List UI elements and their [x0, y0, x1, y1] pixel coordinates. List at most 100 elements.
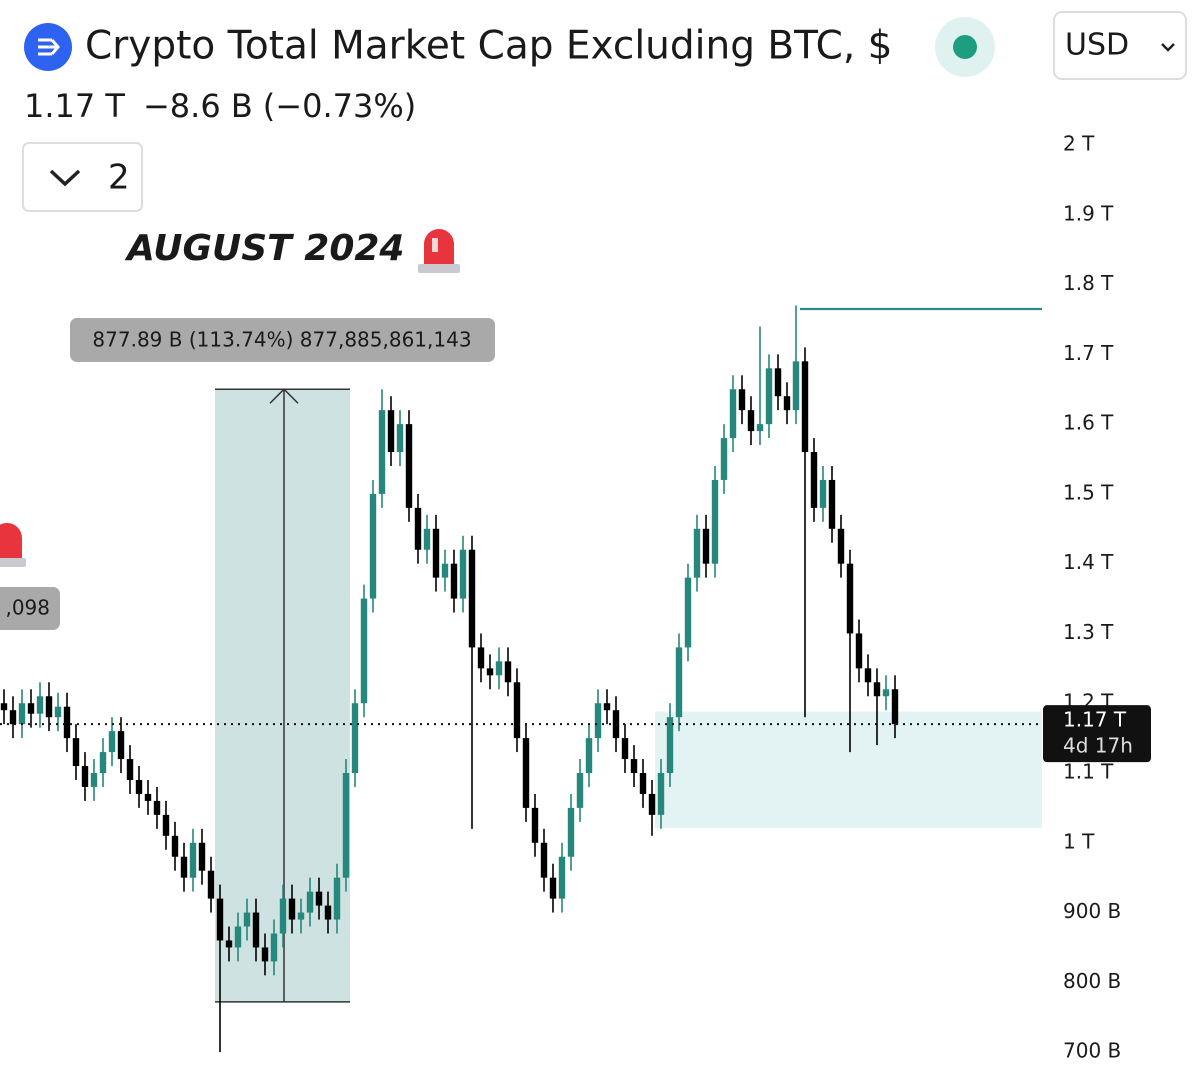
candle-body	[90, 773, 98, 787]
candle-body	[693, 528, 701, 578]
candle-body	[252, 912, 260, 948]
candle-body	[45, 696, 53, 718]
candle-body	[522, 738, 530, 808]
chevron	[49, 169, 81, 187]
candle-body	[432, 528, 440, 578]
candle-body	[396, 424, 404, 453]
candle-body	[819, 479, 827, 508]
plot-area: 877.89 B (113.74%) 877,885,861,143 ,098	[0, 305, 1042, 1053]
y-tick-label: 1.3 T	[1063, 620, 1114, 644]
candle-body	[468, 549, 476, 648]
indicator-count: 2	[108, 158, 130, 198]
candle-body	[261, 947, 269, 962]
collapse-button[interactable]	[22, 142, 143, 212]
candle-body	[675, 647, 683, 718]
candle-body	[288, 898, 296, 920]
candle-body	[342, 773, 350, 878]
candle-body	[243, 912, 251, 927]
candle-body	[36, 696, 44, 714]
candle-body	[414, 507, 422, 550]
candle-body	[558, 856, 566, 899]
candle-body	[234, 926, 242, 948]
candle-body	[198, 842, 206, 871]
measure-label: 877.89 B (113.74%) 877,885,861,143	[92, 328, 471, 352]
candle-body	[828, 479, 836, 529]
candle-body	[153, 800, 161, 815]
y-tick-label: 700 B	[1063, 1039, 1121, 1063]
siren-icon	[0, 523, 26, 567]
price-axis: 2 T 1.9 T 1.8 T 1.7 T 1.6 T 1.5 T 1.4 T 1.3 T 1.…	[1042, 132, 1151, 1063]
y-tick-label: 1 T	[1063, 829, 1095, 853]
siren-icon	[418, 229, 460, 273]
candle-body	[189, 842, 197, 878]
partial-label: ,098	[5, 596, 50, 620]
candle-body	[486, 668, 494, 676]
candle-body	[135, 779, 143, 794]
change: −8.6 B	[143, 87, 253, 125]
y-tick-label: 1.5 T	[1063, 480, 1114, 504]
candle-body	[27, 703, 35, 714]
candle-body	[810, 452, 818, 508]
price-tag	[1043, 705, 1151, 763]
partial-label-box	[0, 587, 60, 630]
candle-body	[315, 891, 323, 906]
candle-body	[855, 633, 863, 669]
candle-body	[117, 731, 125, 760]
y-tick-label: 800 B	[1063, 969, 1121, 993]
candle-body	[18, 703, 26, 725]
candle-body	[792, 361, 800, 411]
candle-body	[459, 549, 467, 599]
currency-label: USD	[1065, 28, 1129, 63]
candle-body	[738, 389, 746, 411]
candle-body	[837, 528, 845, 564]
candle-body	[360, 598, 368, 704]
y-tick-label: 1.4 T	[1063, 550, 1114, 574]
candle-body	[801, 361, 809, 453]
candle-body	[108, 731, 116, 753]
candle-body	[369, 493, 377, 599]
logo-icon	[38, 38, 60, 56]
candle-body	[891, 689, 899, 725]
candle-body	[783, 396, 791, 411]
candle-body	[864, 668, 872, 683]
y-tick-label: 1.8 T	[1063, 271, 1114, 295]
candle-body	[504, 661, 512, 683]
y-tick-label: 2 T	[1063, 132, 1095, 156]
candle-body	[450, 563, 458, 599]
candle-body	[540, 842, 548, 878]
candle-body	[585, 738, 593, 774]
candle-body	[63, 706, 71, 739]
candle-body	[846, 563, 854, 634]
candle-body	[594, 703, 602, 739]
candle-body	[405, 424, 413, 508]
candle-body	[279, 898, 287, 934]
candle-body	[81, 766, 89, 787]
candle-body	[666, 717, 674, 774]
support-zone	[655, 711, 1042, 829]
y-tick-label: 1.9 T	[1063, 201, 1114, 225]
candle-body	[702, 528, 710, 564]
candle-body	[144, 793, 152, 801]
candle-body	[180, 856, 188, 878]
candle-body	[54, 706, 62, 718]
candle-body	[639, 773, 647, 794]
candle-body	[126, 759, 134, 780]
candle-body	[576, 773, 584, 808]
candle-body	[270, 933, 278, 962]
candle-body	[378, 410, 386, 494]
candle-body	[567, 807, 575, 857]
dropdown-chevron	[1161, 43, 1175, 52]
headline-annotation: AUGUST 2024	[0, 228, 460, 567]
candle-body	[648, 793, 656, 815]
y-tick-label: 1.6 T	[1063, 411, 1114, 435]
status-dot	[953, 35, 977, 59]
candle-body	[729, 389, 737, 439]
candle-body	[747, 410, 755, 432]
candle-body	[756, 424, 764, 432]
y-tick-label: 1.1 T	[1063, 760, 1114, 784]
candle-body	[0, 703, 8, 711]
candle-body	[72, 738, 80, 767]
header: Crypto Total Market Cap Excluding BTC, $…	[22, 11, 1187, 212]
currency-select[interactable]	[1053, 11, 1187, 80]
